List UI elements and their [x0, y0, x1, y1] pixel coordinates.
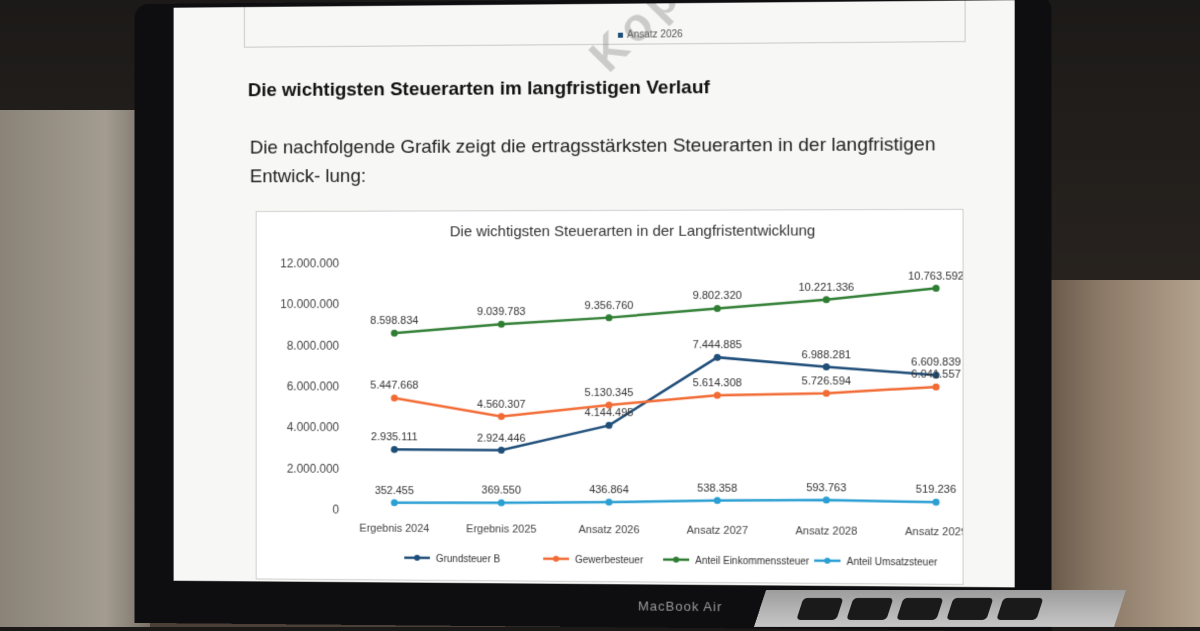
data-label: 5.726.594: [802, 375, 852, 387]
data-point: [714, 305, 721, 312]
data-point: [498, 321, 505, 328]
keyboard-key: [996, 598, 1043, 620]
data-label: 6.988.281: [802, 349, 852, 361]
data-label: 593.763: [806, 482, 846, 494]
keyboard-key: [796, 598, 843, 620]
y-tick-label: 2.000.000: [287, 461, 340, 475]
data-point: [605, 314, 612, 321]
legend-label: Anteil Einkommenssteuer: [695, 556, 810, 568]
data-point: [932, 285, 939, 292]
data-point: [823, 390, 830, 397]
legend-marker: [673, 557, 679, 563]
laptop-brand: MacBook Air: [638, 598, 722, 614]
data-point: [391, 446, 398, 453]
x-tick-label: Ansatz 2029: [905, 526, 963, 539]
keyboard-key: [896, 598, 943, 620]
data-point: [823, 496, 830, 503]
line-chart: 0 2.000.000 4.000.000 6.000.000 8.000.000 10.…: [257, 210, 963, 584]
data-label: 9.039.783: [477, 306, 526, 318]
data-label: 4.560.307: [477, 398, 526, 410]
data-point: [714, 354, 721, 361]
data-label: 4.144.495: [585, 407, 634, 419]
data-label: 352.455: [375, 485, 414, 497]
laptop-screen: Ansatz 2026 Die wichtigsten Steuerarten …: [174, 0, 1015, 587]
data-point: [391, 394, 398, 401]
y-tick-label: 6.000.000: [287, 379, 340, 393]
series-line: [394, 498, 936, 506]
x-tick-label: Ansatz 2027: [687, 525, 748, 538]
y-tick-label: 0: [333, 503, 340, 517]
data-label: 436.864: [589, 484, 629, 496]
couch-right: [1030, 280, 1200, 627]
data-point: [823, 363, 830, 370]
y-tick-label: 8.000.000: [287, 338, 340, 352]
keyboard-key: [946, 598, 993, 620]
data-label: 10.763.592: [908, 270, 963, 282]
data-point: [605, 402, 612, 409]
keyboard: [754, 590, 1126, 627]
y-tick-label: 4.000.000: [287, 420, 340, 434]
data-label: 9.802.320: [693, 290, 742, 302]
legend-marker: [553, 556, 559, 562]
couch-left: [0, 110, 150, 627]
data-point: [932, 499, 939, 506]
data-label: 369.550: [482, 485, 521, 497]
data-label: 9.356.760: [585, 300, 634, 312]
data-label: 538.358: [697, 482, 737, 494]
data-label: 7.444.885: [693, 339, 742, 351]
data-label: 10.221.336: [799, 281, 855, 293]
data-point: [498, 447, 505, 454]
data-label: 8.598.834: [370, 315, 418, 327]
data-label: 519.236: [916, 484, 956, 496]
x-tick-label: Ansatz 2028: [795, 525, 857, 538]
data-label: 6.041.557: [911, 369, 961, 381]
x-tick-label: Ergebnis 2024: [359, 523, 429, 535]
legend-label: Anteil Umsatzsteuer: [847, 557, 938, 569]
data-point: [823, 296, 830, 303]
data-point: [714, 497, 721, 504]
series-line: [394, 357, 936, 452]
data-label: 5.130.345: [585, 387, 634, 399]
data-label: 2.935.111: [371, 432, 418, 444]
section-heading: Die wichtigsten Steuerarten im langfrist…: [248, 77, 710, 102]
y-tick-label: 10.000.000: [280, 297, 339, 311]
keyboard-key: [846, 598, 893, 620]
data-label: 5.614.308: [693, 377, 742, 389]
data-point: [498, 413, 505, 420]
data-label: 6.609.839: [911, 357, 961, 369]
data-point: [605, 422, 612, 429]
data-point: [605, 499, 612, 506]
series-line: [394, 288, 936, 333]
y-tick-label: 12.000.000: [280, 256, 339, 270]
data-point: [391, 499, 398, 506]
laptop: Ansatz 2026 Die wichtigsten Steuerarten …: [135, 0, 1052, 631]
legend-marker: [414, 555, 420, 561]
intro-paragraph: Die nachfolgende Grafik zeigt die ertrag…: [250, 130, 970, 191]
chart-container: Die wichtigsten Steuerarten in der Langf…: [256, 209, 964, 585]
data-label: 2.924.446: [477, 432, 526, 444]
data-point: [391, 330, 398, 337]
data-label: 5.447.668: [370, 380, 418, 392]
legend-label: Grundsteuer B: [436, 554, 501, 566]
x-tick-label: Ansatz 2026: [578, 524, 639, 536]
legend-label: Gewerbesteuer: [575, 555, 644, 567]
legend-marker: [824, 558, 830, 564]
x-tick-label: Ergebnis 2025: [466, 523, 536, 536]
data-point: [498, 499, 505, 506]
data-point: [714, 392, 721, 399]
data-point: [932, 383, 939, 390]
